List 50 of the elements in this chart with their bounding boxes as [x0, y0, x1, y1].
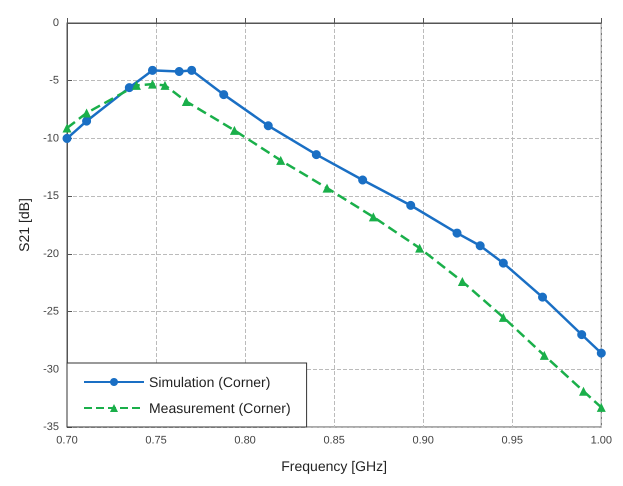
point: [124, 83, 134, 92]
point: [174, 66, 184, 76]
y-tick-label: -20: [43, 248, 59, 260]
point: [132, 80, 141, 90]
point: [148, 80, 157, 89]
point: [264, 121, 273, 130]
point: [187, 66, 196, 75]
point: [540, 350, 549, 360]
point: [322, 184, 332, 193]
point: [312, 150, 321, 160]
point: [82, 116, 92, 126]
x-tick-label: 0.95: [502, 434, 523, 446]
point: [406, 200, 416, 210]
point: [230, 126, 239, 135]
point: [415, 244, 424, 253]
point: [596, 402, 606, 412]
x-tick-label: 0.85: [323, 434, 345, 446]
y-tick-label: -15: [43, 190, 59, 202]
point: [182, 96, 191, 106]
point: [62, 134, 72, 143]
y-tick-label: 0: [52, 17, 59, 29]
point: [62, 124, 72, 133]
y-tick-label: -35: [43, 421, 59, 433]
y-tick-label: -10: [43, 132, 59, 144]
point: [577, 330, 586, 340]
x-tick-label: 1.00: [590, 434, 612, 446]
y-tick-label: -30: [43, 363, 59, 376]
y-tick-label: -25: [43, 306, 59, 318]
point: [452, 228, 462, 238]
point: [596, 348, 606, 358]
point: [368, 212, 378, 222]
x-tick-label: 0.90: [412, 434, 434, 446]
point: [148, 66, 157, 75]
y-axis-title: S21 [dB]: [16, 198, 32, 252]
x-tick-label: 0.75: [145, 434, 167, 446]
legend-label: Simulation (Corner): [149, 374, 270, 390]
point: [498, 258, 508, 268]
x-axis-title: Frequency [GHz]: [281, 458, 388, 474]
point: [276, 156, 286, 165]
legend-label: Measurement (Corner): [149, 400, 291, 416]
point: [219, 90, 228, 100]
y-tick-label: -5: [49, 74, 59, 87]
x-tick-label: 0.70: [56, 434, 78, 446]
point: [160, 80, 170, 90]
x-tick-label: 0.80: [234, 434, 256, 446]
point: [538, 292, 548, 302]
point: [578, 386, 588, 396]
point: [358, 175, 368, 184]
point: [82, 108, 92, 118]
point: [476, 241, 485, 250]
